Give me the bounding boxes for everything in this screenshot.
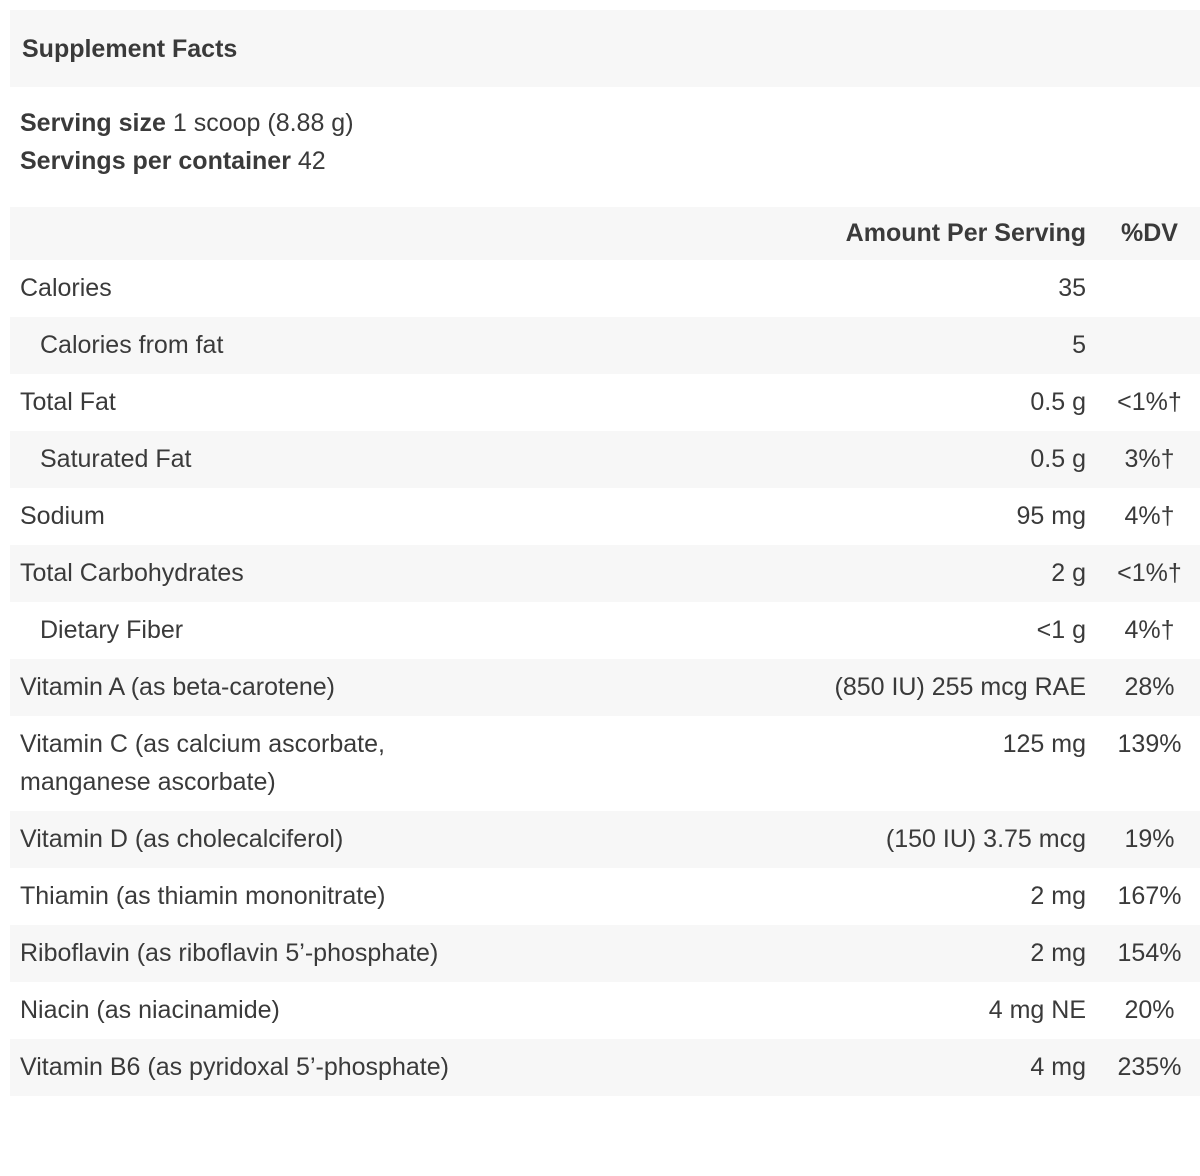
table-row: Vitamin D (as cholecalciferol) (150 IU) 3…: [10, 811, 1200, 868]
table-row: Thiamin (as thiamin mononitrate) 2 mg 167%: [10, 868, 1200, 925]
table-row: Riboflavin (as riboflavin 5’-phosphate) 2…: [10, 925, 1200, 982]
nutrient-percent-dv: 28%: [1124, 673, 1175, 701]
header-amount-per-serving: Amount Per Serving: [845, 219, 1086, 247]
nutrient-label: Vitamin D (as cholecalciferol): [20, 825, 344, 853]
nutrient-percent-dv: <1%†: [1117, 559, 1182, 587]
nutrient-label: Thiamin (as thiamin mononitrate): [20, 882, 386, 910]
nutrient-amount: 2 mg: [1030, 939, 1086, 967]
table-row: Niacin (as niacinamide) 4 mg NE 20%: [10, 982, 1200, 1039]
nutrient-label: Vitamin B6 (as pyridoxal 5’-phosphate): [20, 1053, 449, 1081]
nutrient-label: Sodium: [20, 502, 105, 530]
nutrient-amount: 2 g: [1051, 559, 1086, 587]
serving-size-line: Serving size 1 scoop (8.88 g): [20, 104, 1200, 142]
nutrient-amount: 2 mg: [1030, 882, 1086, 910]
nutrient-percent-dv: 139%: [1117, 730, 1182, 758]
nutrient-percent-dv: 4%†: [1124, 616, 1175, 644]
nutrient-amount: <1 g: [1036, 616, 1086, 644]
nutrient-percent-dv: 235%: [1117, 1053, 1182, 1081]
nutrient-label: Calories from fat: [40, 331, 224, 359]
nutrient-label: Niacin (as niacinamide): [20, 996, 280, 1024]
servings-per-container-line: Servings per container 42: [20, 142, 1200, 180]
nutrient-percent-dv: 154%: [1117, 939, 1182, 967]
table-header-row: Amount Per Serving %DV: [10, 207, 1200, 260]
table-row: Vitamin A (as beta-carotene) (850 IU) 255…: [10, 659, 1200, 716]
table-row: Calories from fat 5: [10, 317, 1200, 374]
nutrient-amount: (150 IU) 3.75 mcg: [885, 825, 1086, 853]
nutrient-label: Vitamin C (as calcium ascorbate, mangane…: [20, 730, 385, 796]
nutrient-label: Total Fat: [20, 388, 116, 416]
nutrient-amount: 35: [1058, 274, 1086, 302]
nutrient-percent-dv: 4%†: [1124, 502, 1175, 530]
nutrient-percent-dv: [1090, 317, 1200, 374]
nutrient-label: Saturated Fat: [40, 445, 192, 473]
nutrient-label: Riboflavin (as riboflavin 5’-phosphate): [20, 939, 439, 967]
nutrient-amount: 4 mg: [1030, 1053, 1086, 1081]
nutrient-amount: 0.5 g: [1030, 388, 1086, 416]
nutrient-amount: (850 IU) 255 mcg RAE: [834, 673, 1087, 701]
nutrient-percent-dv: <1%†: [1117, 388, 1182, 416]
servings-per-container-label: Servings per container: [20, 147, 291, 175]
supplement-facts-table: Amount Per Serving %DV Calories 35 Calorie…: [10, 207, 1200, 1096]
header-percent-dv: %DV: [1121, 219, 1178, 247]
table-row: Vitamin B6 (as pyridoxal 5’-phosphate) 4 …: [10, 1039, 1200, 1096]
servings-per-container-value: 42: [297, 147, 326, 175]
table-row: Total Carbohydrates 2 g <1%†: [10, 545, 1200, 602]
nutrient-amount: 5: [1072, 331, 1086, 359]
nutrient-amount: 125 mg: [1002, 730, 1086, 758]
supplement-facts-panel: Supplement Facts Serving size 1 scoop (8…: [10, 10, 1200, 1096]
nutrient-percent-dv: 19%: [1124, 825, 1175, 853]
nutrient-label: Calories: [20, 274, 112, 302]
table-row: Vitamin C (as calcium ascorbate, mangane…: [10, 716, 1200, 811]
panel-title: Supplement Facts: [22, 34, 238, 63]
nutrient-amount: 0.5 g: [1030, 445, 1086, 473]
nutrient-label: Total Carbohydrates: [20, 559, 244, 587]
serving-info: Serving size 1 scoop (8.88 g) Servings p…: [10, 104, 1200, 180]
nutrient-amount: 4 mg NE: [988, 996, 1086, 1024]
table-row: Total Fat 0.5 g <1%†: [10, 374, 1200, 431]
table-row: Dietary Fiber <1 g 4%†: [10, 602, 1200, 659]
nutrient-label: Vitamin A (as beta-carotene): [20, 673, 335, 701]
nutrient-amount: 95 mg: [1016, 502, 1086, 530]
nutrient-percent-dv: 20%: [1124, 996, 1175, 1024]
nutrient-label: Dietary Fiber: [40, 616, 184, 644]
serving-size-value: 1 scoop (8.88 g): [172, 109, 354, 137]
serving-size-label: Serving size: [20, 109, 166, 137]
header-nutrient: [10, 207, 450, 260]
panel-title-bar: Supplement Facts: [10, 10, 1200, 87]
table-row: Saturated Fat 0.5 g 3%†: [10, 431, 1200, 488]
table-row: Calories 35: [10, 260, 1200, 317]
table-row: Sodium 95 mg 4%†: [10, 488, 1200, 545]
nutrient-percent-dv: 167%: [1117, 882, 1182, 910]
nutrient-percent-dv: 3%†: [1124, 445, 1175, 473]
nutrient-percent-dv: [1090, 260, 1200, 317]
